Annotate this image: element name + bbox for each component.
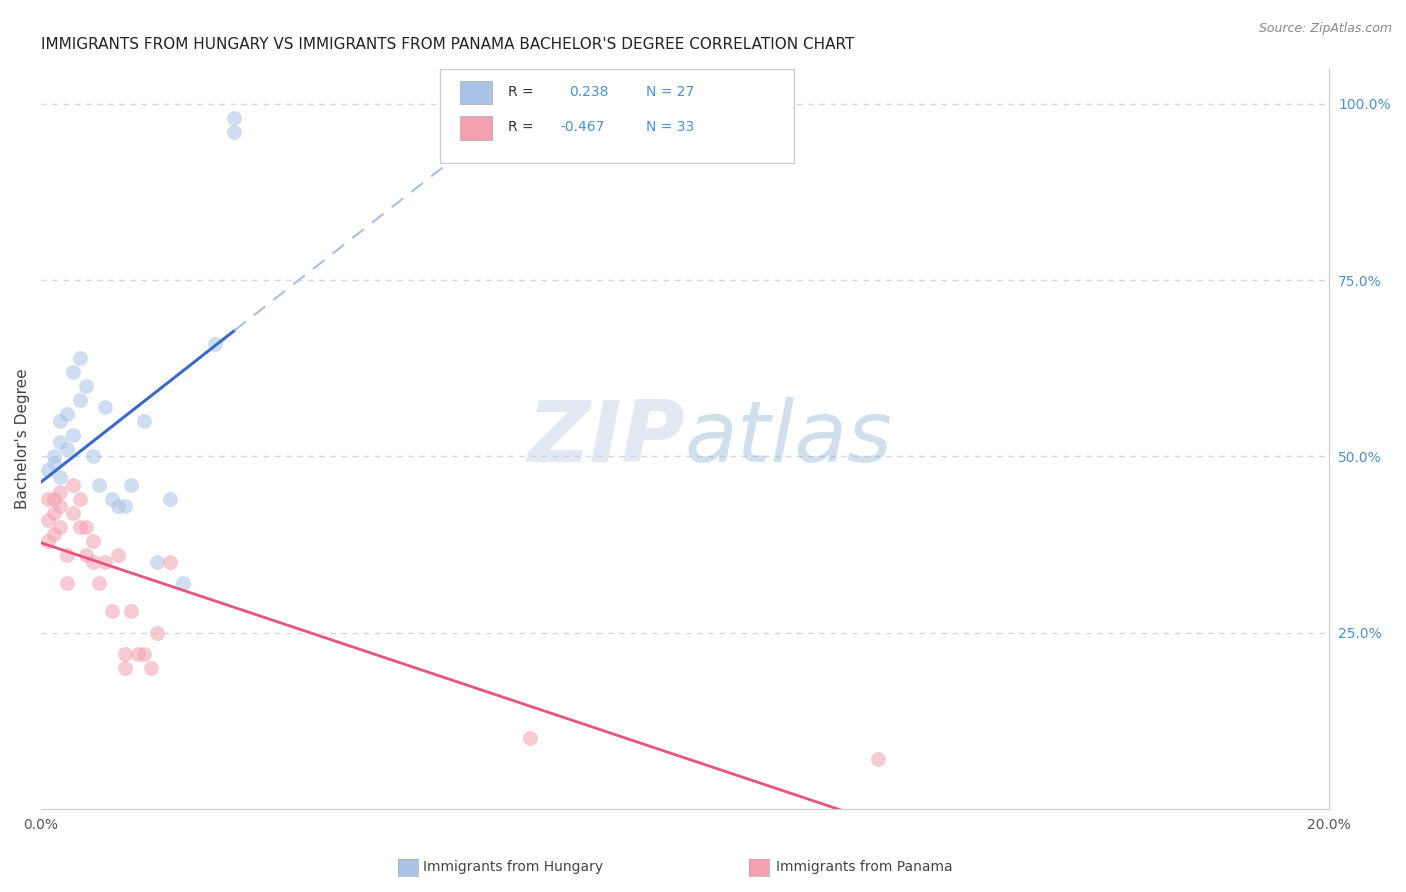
Text: R =: R =: [509, 85, 538, 99]
Point: [42, 526, 65, 541]
Point: [101, 604, 124, 618]
Point: [69, 392, 91, 407]
Text: atlas: atlas: [685, 397, 893, 480]
Point: [94, 555, 117, 569]
Point: [82, 533, 104, 548]
Point: [224, 125, 246, 139]
Point: [107, 499, 129, 513]
Point: [56, 407, 79, 421]
Point: [75, 379, 97, 393]
Text: -0.467: -0.467: [560, 120, 605, 134]
Y-axis label: Bachelor's Degree: Bachelor's Degree: [15, 368, 30, 509]
Point: [87, 477, 110, 491]
FancyBboxPatch shape: [440, 69, 794, 163]
Point: [62, 428, 84, 442]
Point: [42, 450, 65, 464]
Point: [56, 442, 79, 457]
Point: [159, 491, 181, 506]
Point: [56, 576, 79, 591]
Point: [519, 731, 541, 746]
Point: [146, 555, 169, 569]
Point: [120, 604, 142, 618]
Point: [132, 414, 155, 428]
Point: [56, 548, 79, 562]
Point: [75, 548, 97, 562]
Text: Immigrants from Panama: Immigrants from Panama: [776, 860, 953, 874]
Point: [224, 111, 246, 125]
Point: [37, 513, 59, 527]
Point: [139, 661, 162, 675]
Point: [204, 336, 226, 351]
Text: IMMIGRANTS FROM HUNGARY VS IMMIGRANTS FROM PANAMA BACHELOR'S DEGREE CORRELATION : IMMIGRANTS FROM HUNGARY VS IMMIGRANTS FR…: [41, 37, 855, 53]
Point: [37, 491, 59, 506]
Point: [42, 456, 65, 470]
Text: ZIP: ZIP: [527, 397, 685, 480]
Text: Immigrants from Hungary: Immigrants from Hungary: [423, 860, 603, 874]
Point: [159, 555, 181, 569]
Point: [127, 647, 149, 661]
Point: [49, 470, 72, 484]
FancyBboxPatch shape: [460, 80, 492, 104]
Point: [114, 499, 136, 513]
Point: [114, 661, 136, 675]
Point: [62, 506, 84, 520]
Point: [62, 477, 84, 491]
Text: N = 27: N = 27: [647, 85, 695, 99]
Point: [37, 463, 59, 477]
Point: [37, 533, 59, 548]
Point: [69, 351, 91, 365]
Point: [75, 520, 97, 534]
Point: [49, 484, 72, 499]
Point: [94, 400, 117, 414]
Point: [49, 435, 72, 450]
Point: [146, 625, 169, 640]
FancyBboxPatch shape: [460, 116, 492, 140]
Point: [82, 450, 104, 464]
Point: [866, 752, 889, 766]
Point: [42, 491, 65, 506]
Point: [114, 647, 136, 661]
Point: [120, 477, 142, 491]
Point: [172, 576, 194, 591]
Point: [49, 499, 72, 513]
Point: [69, 520, 91, 534]
Text: 0.238: 0.238: [569, 85, 609, 99]
Point: [107, 548, 129, 562]
Text: R =: R =: [509, 120, 538, 134]
Point: [101, 491, 124, 506]
Point: [132, 647, 155, 661]
Point: [49, 520, 72, 534]
Point: [49, 414, 72, 428]
Point: [87, 576, 110, 591]
Text: Source: ZipAtlas.com: Source: ZipAtlas.com: [1258, 22, 1392, 36]
Text: N = 33: N = 33: [647, 120, 695, 134]
Point: [62, 365, 84, 379]
Point: [69, 491, 91, 506]
Point: [82, 555, 104, 569]
Point: [42, 506, 65, 520]
